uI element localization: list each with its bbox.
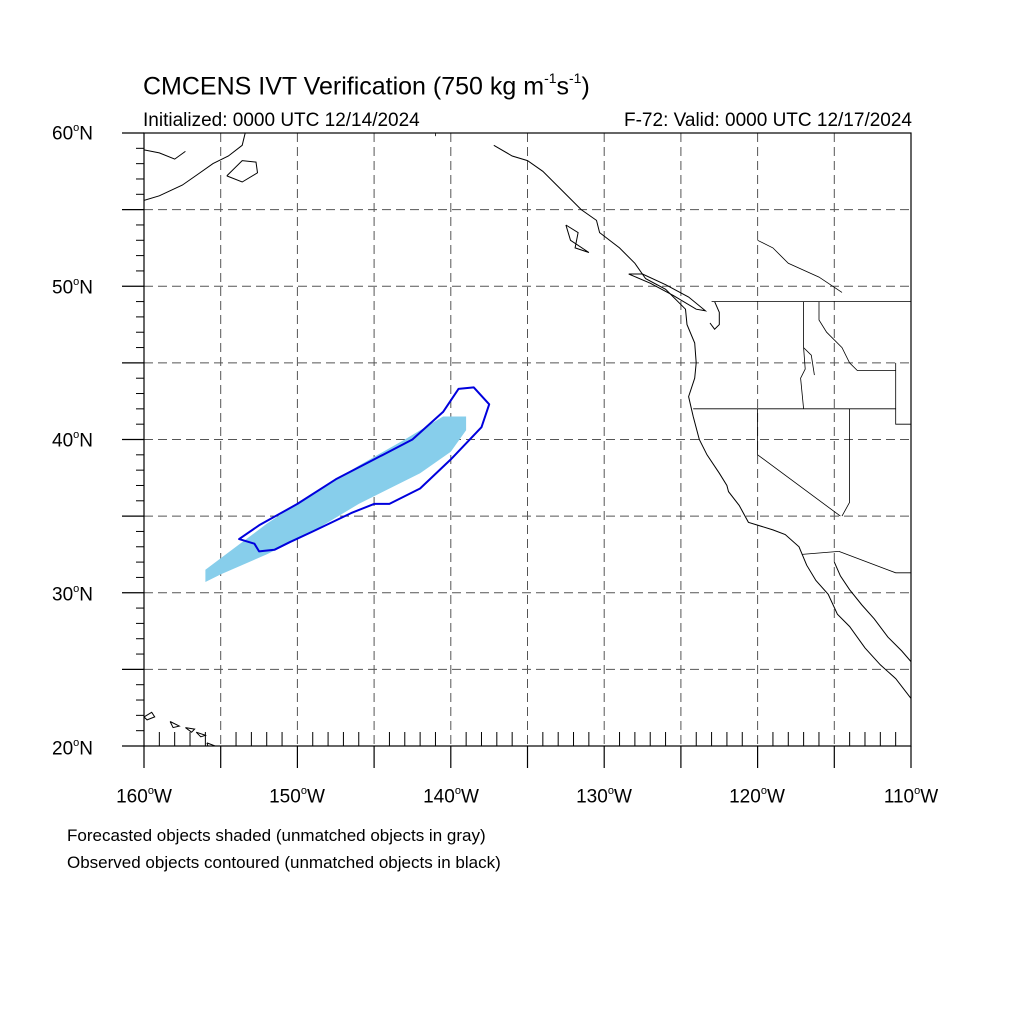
lon-label-120w: 120oW	[729, 785, 785, 808]
lat-label-20: 20oN	[52, 737, 93, 760]
coastline-segment	[565, 224, 590, 253]
observed-ivt-contour	[238, 386, 491, 553]
coastline-segment	[709, 301, 720, 330]
initialized-label: Initialized: 0000 UTC 12/14/2024	[143, 110, 420, 131]
lon-label-160w: 160oW	[116, 785, 172, 808]
lon-label-140w: 140oW	[423, 785, 479, 808]
lat-label-50: 50oN	[52, 276, 93, 299]
border-segment	[757, 239, 843, 293]
lat-label-60: 60oN	[52, 122, 93, 145]
forecast-ivt-object	[205, 416, 467, 582]
graticule	[144, 133, 911, 746]
border-segment	[838, 551, 911, 574]
coastline-segment	[144, 711, 156, 721]
border-segment	[802, 551, 839, 555]
coastline-segment	[493, 144, 911, 699]
lat-label-30: 30oN	[52, 583, 93, 606]
border-segment	[841, 408, 850, 517]
axis-ticks	[122, 132, 912, 768]
coastline-segment	[628, 273, 708, 312]
political-borders	[435, 133, 911, 574]
chart-title: CMCENS IVT Verification (750 kg m-1s-1)	[143, 70, 590, 101]
border-segment	[800, 301, 806, 409]
valid-time-label: F-72: Valid: 0000 UTC 12/17/2024	[624, 110, 912, 131]
coastline-segment	[144, 133, 246, 201]
coastline-segment	[169, 721, 181, 729]
lon-label-130w: 130oW	[576, 785, 632, 808]
forecast-note: Forecasted objects shaded (unmatched obj…	[67, 826, 486, 845]
lat-label-40: 40oN	[52, 429, 93, 452]
coastline-segment	[144, 149, 186, 160]
observed-note: Observed objects contoured (unmatched ob…	[67, 853, 501, 872]
forecast-objects	[205, 416, 467, 582]
border-segment	[757, 408, 841, 517]
coastline-segment	[833, 561, 911, 663]
coastline-segment	[206, 742, 217, 746]
coastlines	[144, 133, 911, 746]
border-segment	[895, 362, 911, 425]
coastline-segment	[226, 160, 259, 183]
coastline-segment	[185, 727, 196, 733]
border-segment	[803, 347, 815, 376]
observed-objects	[238, 386, 491, 553]
lon-label-110w: 110oW	[883, 785, 939, 808]
lon-label-150w: 150oW	[269, 785, 325, 808]
map-frame	[143, 132, 912, 747]
border-segment	[818, 301, 896, 371]
coastline-segment	[195, 731, 207, 738]
